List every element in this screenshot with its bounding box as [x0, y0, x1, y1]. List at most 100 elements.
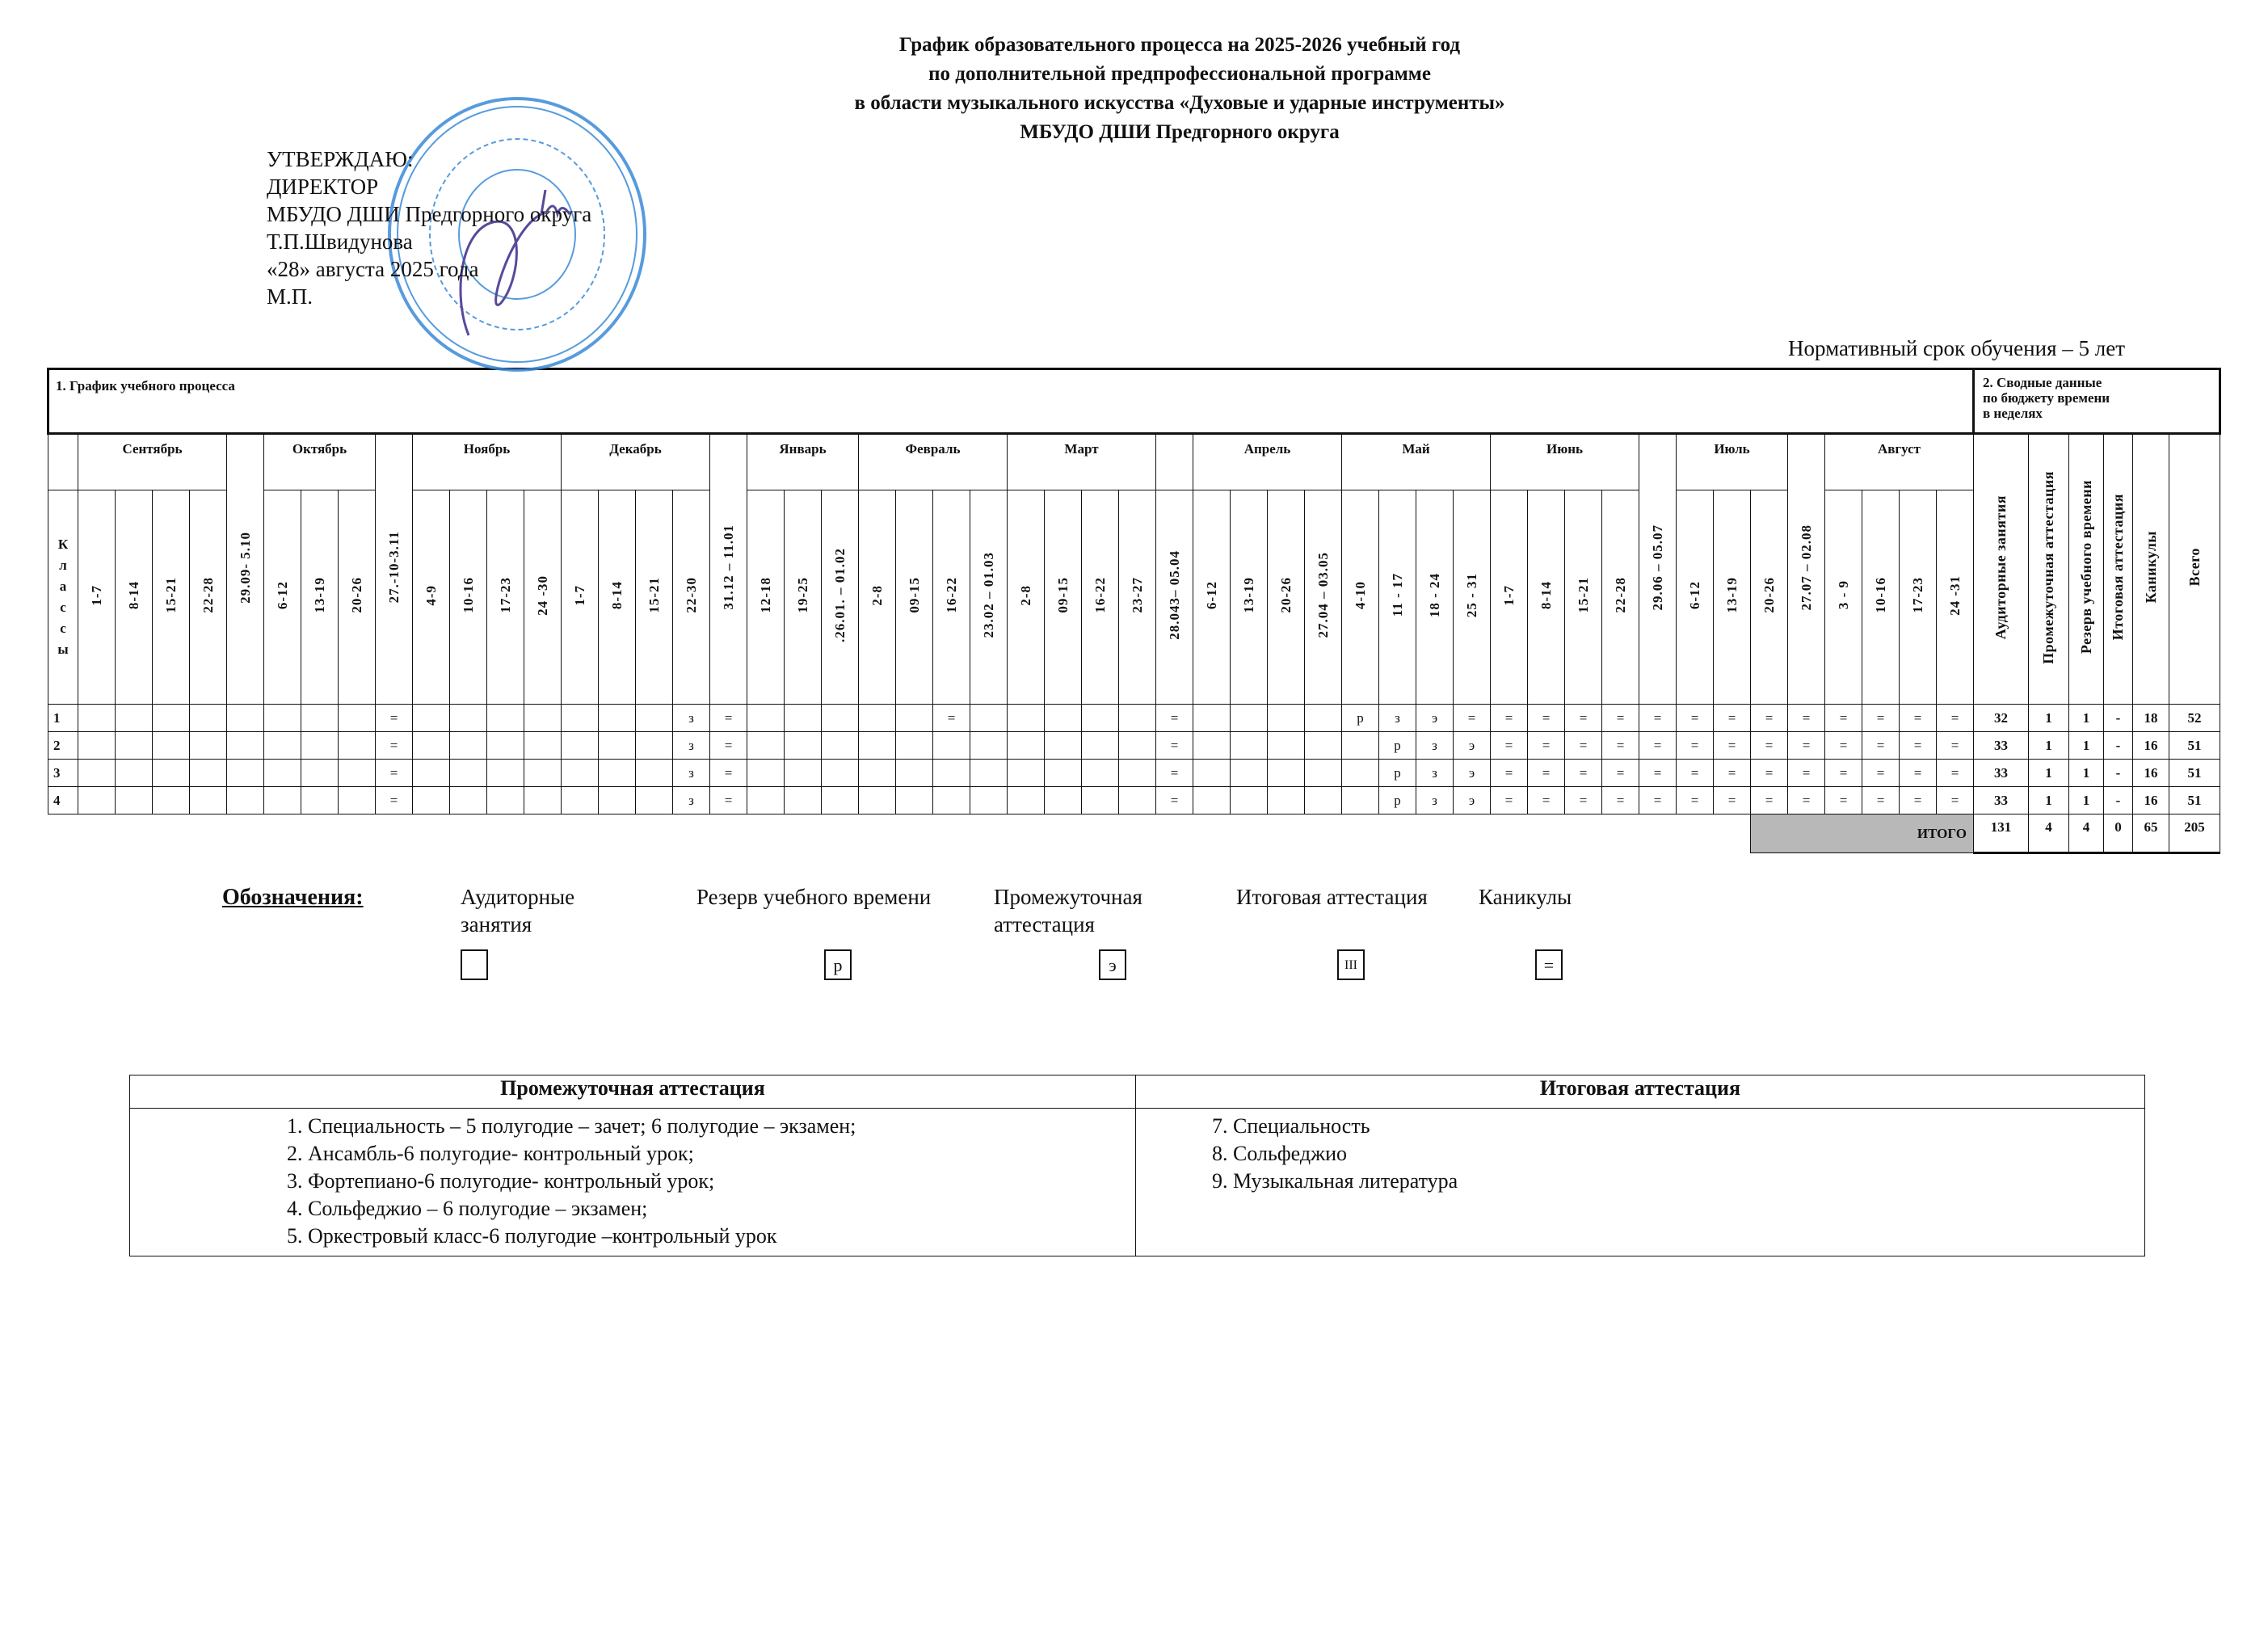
schedule-cell	[412, 704, 450, 732]
week-header: 1-7	[1490, 490, 1528, 705]
week-header: 28.043– 05.04	[1155, 490, 1193, 705]
week-label: 2-8	[1017, 584, 1033, 606]
legend-symbol-reserve: р	[824, 949, 852, 980]
schedule-cell	[1341, 786, 1379, 814]
month-header: Октябрь	[263, 433, 376, 490]
week-label: 15-21	[162, 577, 179, 613]
class-number: 3	[48, 759, 78, 787]
schedule-cell: =	[1862, 731, 1900, 760]
schedule-cell	[338, 731, 376, 760]
week-header: 19-25	[784, 490, 822, 705]
schedule-cell: =	[1713, 759, 1751, 787]
month-header: Август	[1824, 433, 1974, 490]
schedule-cell: =	[1750, 704, 1788, 732]
week-header: 18 - 24	[1416, 490, 1454, 705]
month-header: Ноябрь	[412, 433, 562, 490]
schedule-cell	[561, 731, 599, 760]
week-label: 12-18	[757, 577, 773, 613]
week-label: 2-8	[869, 584, 885, 606]
schedule-cell	[189, 704, 227, 732]
intermediate-item: Фортепиано-6 полугодие- контрольный урок…	[308, 1168, 1134, 1195]
summary-value: -	[2103, 786, 2133, 814]
schedule-cell	[747, 786, 785, 814]
schedule-cell: =	[1155, 786, 1193, 814]
schedule-cell	[1193, 731, 1231, 760]
final-item: Сольфеджио	[1233, 1140, 2144, 1168]
schedule-cell	[449, 786, 487, 814]
schedule-cell	[1304, 704, 1342, 732]
schedule-cell: р	[1378, 731, 1416, 760]
schedule-cell	[1267, 759, 1305, 787]
schedule-cell: =	[1936, 786, 1974, 814]
schedule-cell	[1081, 759, 1119, 787]
week-header: 10-16	[1862, 490, 1900, 705]
summary-value: 1	[2028, 759, 2069, 787]
week-header: 11 - 17	[1378, 490, 1416, 705]
schedule-cell	[449, 731, 487, 760]
total-value: 65	[2132, 814, 2169, 854]
schedule-cell	[1267, 786, 1305, 814]
schedule-cell	[338, 759, 376, 787]
schedule-cell	[152, 731, 190, 760]
schedule-cell	[635, 759, 673, 787]
summary-header: Всего	[2169, 433, 2220, 705]
schedule-cell	[747, 759, 785, 787]
week-header: 16-22	[932, 490, 970, 705]
schedule-cell	[115, 704, 153, 732]
schedule-cell	[932, 786, 970, 814]
schedule-cell: =	[1564, 731, 1602, 760]
week-header: 4-9	[412, 490, 450, 705]
schedule-cell: =	[1936, 759, 1974, 787]
week-header: 2-8	[858, 490, 896, 705]
schedule-cell	[115, 759, 153, 787]
summary-value: 18	[2132, 704, 2169, 732]
week-header: .26.01. – 01.02	[821, 490, 859, 705]
schedule-cell	[1081, 704, 1119, 732]
schedule-cell	[486, 731, 524, 760]
schedule-cell: з	[1416, 731, 1454, 760]
schedule-cell	[486, 759, 524, 787]
week-label: 27.04 – 03.05	[1315, 552, 1331, 638]
schedule-cell	[189, 786, 227, 814]
total-value: 4	[2068, 814, 2104, 854]
summary-header-label: Итоговая аттестация	[2110, 494, 2126, 641]
signature-icon	[459, 189, 571, 336]
week-label: 13-19	[1723, 577, 1740, 613]
month-header: Февраль	[858, 433, 1008, 490]
schedule-cell	[1081, 786, 1119, 814]
legend-symbol-final: III	[1337, 949, 1365, 980]
schedule-cell: р	[1378, 786, 1416, 814]
schedule-cell	[449, 704, 487, 732]
schedule-cell	[1193, 704, 1231, 732]
week-label: 4-9	[423, 584, 439, 606]
week-header-break: 31.12 – 11.01	[709, 433, 747, 705]
schedule-cell	[747, 731, 785, 760]
week-header: 4-10	[1341, 490, 1379, 705]
week-header: 09-15	[895, 490, 933, 705]
schedule-cell	[821, 759, 859, 787]
schedule-cell: з	[1378, 704, 1416, 732]
schedule-cell: =	[1601, 731, 1639, 760]
schedule-cell	[524, 786, 562, 814]
schedule-cell	[895, 759, 933, 787]
approval-line: Т.П.Швидунова	[267, 229, 413, 254]
schedule-cell	[189, 731, 227, 760]
summary-value: -	[2103, 704, 2133, 732]
week-label: 23-27	[1129, 577, 1145, 613]
week-label: 8-14	[1538, 580, 1554, 610]
schedule-cell: =	[1713, 786, 1751, 814]
final-list: СпециальностьСольфеджиоМузыкальная литер…	[1201, 1113, 2144, 1195]
schedule-cell	[598, 759, 636, 787]
schedule-cell	[598, 731, 636, 760]
legend-label-reserve: Резерв учебного времени	[696, 885, 932, 909]
schedule-cell: з	[1416, 786, 1454, 814]
schedule-cell	[1304, 731, 1342, 760]
schedule-cell: =	[1490, 731, 1528, 760]
week-header: 20-26	[1267, 490, 1305, 705]
schedule-cell: =	[1155, 704, 1193, 732]
summary-value: 51	[2169, 786, 2220, 814]
schedule-cell	[263, 731, 301, 760]
schedule-cell: р	[1341, 704, 1379, 732]
schedule-cell	[1118, 759, 1156, 787]
week-label: 1-7	[571, 584, 587, 606]
